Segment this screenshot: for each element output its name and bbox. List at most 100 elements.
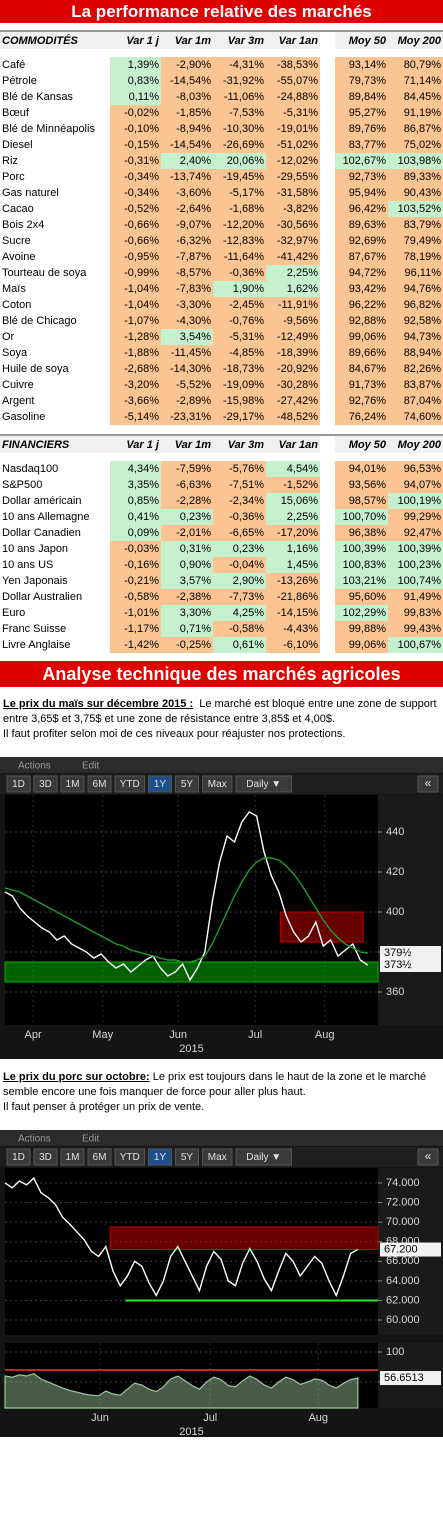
row-name: Dollar Australien: [0, 589, 110, 605]
menu-item: Actions: [18, 761, 51, 772]
range-button[interactable]: [114, 775, 145, 793]
data-row: Nasdaq100 4,34% -7,59% -5,76% 4,54% 94,01% 96,…: [0, 461, 443, 477]
cell: -15,98%: [213, 393, 266, 409]
cell: 0,61%: [213, 637, 266, 653]
data-row: Franc Suisse -1,17% 0,71% -0,58% -4,43% 99,88…: [0, 621, 443, 637]
cell: 15,06%: [266, 493, 320, 509]
hog-chart: Actions Edit 1D 3D 1M 6M YTD 1Y 5Y Max Daily ▼ « 60.…: [0, 1130, 443, 1437]
range-button-label: 1M: [66, 779, 80, 790]
data-row: Tourteau de soya -0,99% -8,57% -0,36% 2,25% 9…: [0, 265, 443, 281]
cell: -1,07%: [110, 313, 161, 329]
range-button[interactable]: [175, 1148, 199, 1166]
cell: -27,42%: [266, 393, 320, 409]
range-button[interactable]: [87, 1148, 112, 1166]
financials-table: FINANCIERS Var 1 j Var 1m Var 3m Var 1an Moy …: [0, 434, 443, 653]
cell: 71,14%: [388, 73, 443, 89]
cell: 3,35%: [110, 477, 161, 493]
spacer: [320, 281, 335, 297]
cell: -30,56%: [266, 217, 320, 233]
row-name: Dollar américain: [0, 493, 110, 509]
cell: 3,30%: [161, 605, 213, 621]
data-row: Blé de Chicago -1,07% -4,30% -0,76% -9,56% 92…: [0, 313, 443, 329]
column-header: Var 3m: [213, 434, 266, 453]
row-name: Coton: [0, 297, 110, 313]
spacer-row: [0, 49, 443, 57]
cell: -5,14%: [110, 409, 161, 425]
range-button[interactable]: [202, 775, 233, 793]
spacer: [320, 30, 335, 49]
range-button-label: Daily ▼: [246, 779, 281, 790]
row-name: Pétrole: [0, 73, 110, 89]
cell: -11,91%: [266, 297, 320, 313]
cell: -7,59%: [161, 461, 213, 477]
corn-text2: Il faut profiter selon moi de ces niveau…: [3, 728, 346, 740]
price-tag: [380, 1371, 441, 1386]
spacer: [320, 313, 335, 329]
cell: -6,10%: [266, 637, 320, 653]
range-button[interactable]: [33, 775, 58, 793]
range-button[interactable]: [87, 775, 112, 793]
price-tag: [380, 946, 441, 960]
range-button[interactable]: [114, 1148, 145, 1166]
cell: 91,73%: [335, 377, 388, 393]
cell: 86,87%: [388, 121, 443, 137]
cell: -5,17%: [213, 185, 266, 201]
row-name: Gas naturel: [0, 185, 110, 201]
range-button[interactable]: [60, 1148, 85, 1166]
range-button[interactable]: [148, 1148, 172, 1166]
cell: -7,87%: [161, 249, 213, 265]
range-button[interactable]: [202, 1148, 233, 1166]
cell: -2,34%: [213, 493, 266, 509]
spacer: [0, 49, 443, 57]
cell: 4,54%: [266, 461, 320, 477]
cell: -1,04%: [110, 297, 161, 313]
cell: -8,57%: [161, 265, 213, 281]
range-button-label: Daily ▼: [246, 1152, 281, 1163]
cell: 90,43%: [388, 185, 443, 201]
range-button[interactable]: [6, 1148, 31, 1166]
cell: -5,31%: [266, 105, 320, 121]
cell: -0,04%: [213, 557, 266, 573]
data-row: Gas naturel -0,34% -3,60% -5,17% -31,58% 95,9…: [0, 185, 443, 201]
menu-bar: [0, 757, 443, 773]
corn-lead: Le prix du maïs sur décembre 2015 :: [3, 698, 194, 710]
range-button[interactable]: [33, 1148, 58, 1166]
spacer: [320, 105, 335, 121]
cell: -1,52%: [266, 477, 320, 493]
cell: 89,63%: [335, 217, 388, 233]
column-header: COMMODITÉS: [0, 30, 110, 49]
range-button-label: YTD: [120, 779, 140, 790]
spacer: [320, 589, 335, 605]
spacer: [320, 265, 335, 281]
range-button[interactable]: [60, 775, 85, 793]
range-button[interactable]: [235, 775, 292, 793]
row-name: Cacao: [0, 201, 110, 217]
x-tick-label: Jul: [203, 1412, 217, 1424]
cell: -7,53%: [213, 105, 266, 121]
cell: 99,43%: [388, 621, 443, 637]
row-name: Blé de Minnéapolis: [0, 121, 110, 137]
range-button[interactable]: [6, 775, 31, 793]
row-name: 10 ans US: [0, 557, 110, 573]
y-tick-label: 400: [386, 906, 404, 918]
cell: -19,45%: [213, 169, 266, 185]
cell: 1,39%: [110, 57, 161, 73]
menu-item: Actions: [18, 1134, 51, 1145]
cell: 94,76%: [388, 281, 443, 297]
cell: -2,64%: [161, 201, 213, 217]
cell: -12,20%: [213, 217, 266, 233]
range-button[interactable]: [175, 775, 199, 793]
cell: 83,87%: [388, 377, 443, 393]
x-tick-label: Aug: [315, 1029, 335, 1041]
range-button[interactable]: [235, 1148, 292, 1166]
range-button[interactable]: [148, 775, 172, 793]
spacer: [320, 541, 335, 557]
cell: -31,58%: [266, 185, 320, 201]
cell: 79,49%: [388, 233, 443, 249]
spacer: [320, 605, 335, 621]
nav-button[interactable]: [417, 775, 439, 793]
cell: 0,90%: [161, 557, 213, 573]
nav-button[interactable]: [417, 1148, 439, 1166]
y-tick-label: 60.000: [386, 1314, 420, 1326]
